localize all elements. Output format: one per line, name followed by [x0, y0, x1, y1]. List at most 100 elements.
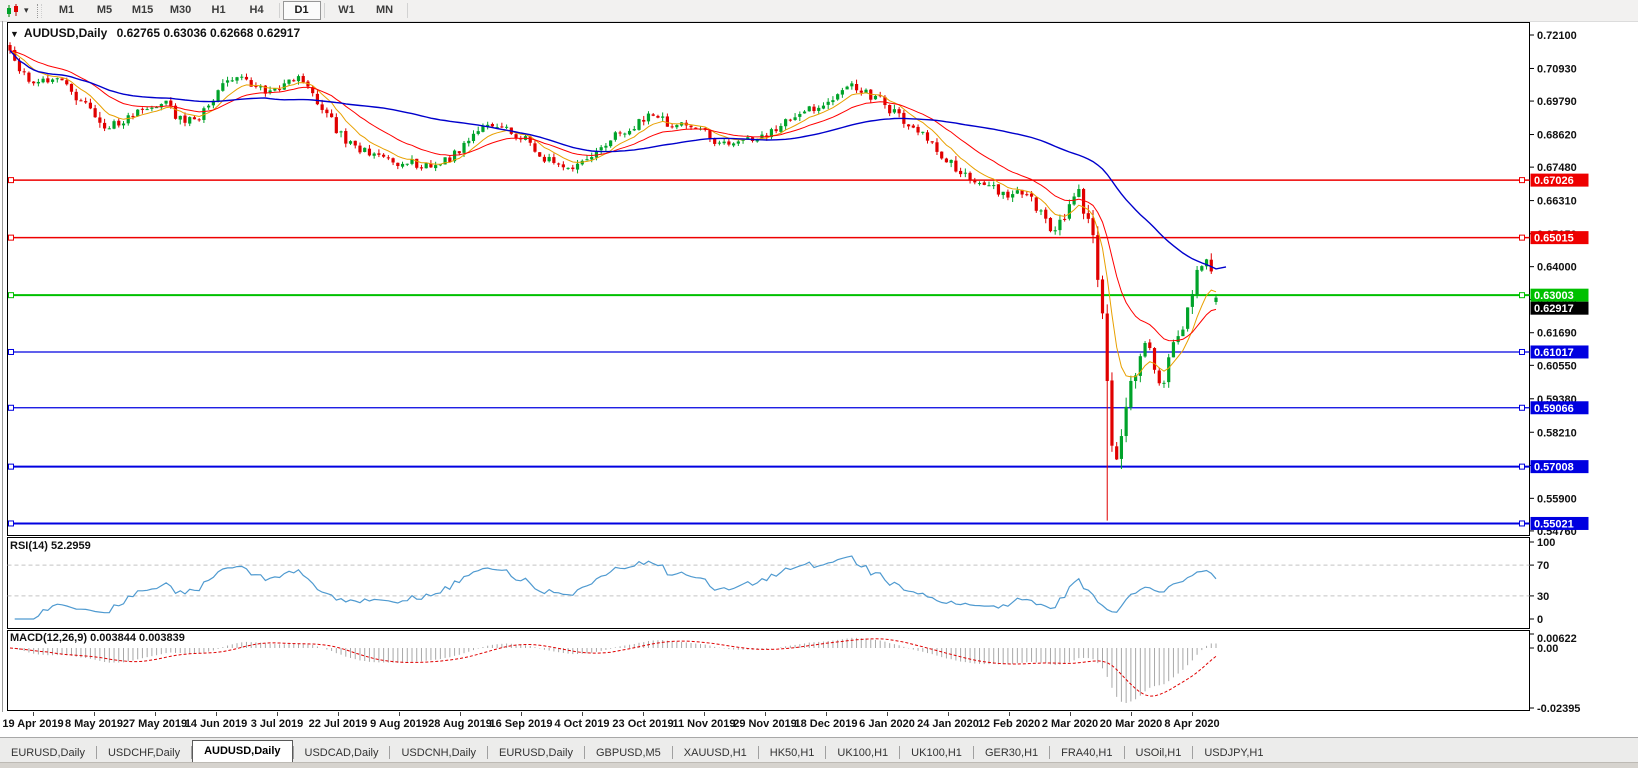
timeframe-button-mn[interactable]: MN	[375, 4, 394, 16]
main-chart-svg[interactable]: 0.72100 0.70930 0.69790 0.68620 0.67480 0.663…	[0, 21, 1638, 537]
rsi-tick: 0	[1537, 614, 1543, 626]
rsi-tick: 100	[1537, 537, 1555, 549]
date-axis[interactable]: 19 Apr 2019 8 May 2019 27 May 2019 14 Jun 2…	[0, 712, 1638, 737]
chart-tab-fra40-12[interactable]: FRA40,H1	[1061, 747, 1113, 759]
hline-price-label: 0.55021	[1534, 518, 1574, 530]
date-label: 23 Oct 2019	[612, 718, 674, 730]
tab-separator	[389, 746, 391, 759]
macd-tick: 0.00	[1537, 643, 1558, 655]
rsi-panel-svg[interactable]: 100 70 30 0	[0, 537, 1638, 630]
toolbar: ▾ M1 M5 M15 M30 H1 H4 D1 W1 MN	[0, 0, 1638, 22]
date-label: 11 Nov 2019	[672, 718, 736, 730]
price-tick: 0.66310	[1537, 196, 1577, 208]
date-tick	[704, 712, 705, 716]
tab-separator	[1123, 746, 1125, 759]
chart-tab-audusd-2[interactable]: AUDUSD,Daily	[192, 740, 293, 763]
chart-tab-usdcnh-4[interactable]: USDCNH,Daily	[401, 747, 477, 759]
date-label: 24 Jan 2020	[917, 718, 979, 730]
timeframe-button-h1[interactable]: H1	[211, 4, 226, 16]
chart-tab-usdchf-1[interactable]: USDCHF,Daily	[107, 747, 181, 759]
chart-tab-xauusd-7[interactable]: XAUUSD,H1	[683, 747, 747, 759]
window-resize-strip[interactable]	[0, 762, 1638, 768]
chart-tab-usoil-13[interactable]: USOil,H1	[1135, 747, 1182, 759]
toolbar-divider	[406, 3, 408, 18]
chart-tab-uk100-9[interactable]: UK100,H1	[837, 747, 889, 759]
chart-type-dropdown[interactable]: ▾	[2, 2, 33, 20]
price-tick: 0.61690	[1537, 328, 1577, 340]
rsi-label: RSI(14) 52.2959	[10, 540, 91, 552]
chart-tab-gbpusd-6[interactable]: GBPUSD,M5	[596, 747, 661, 759]
price-tick: 0.54760	[1537, 526, 1577, 537]
price-tick: 0.60550	[1537, 360, 1577, 372]
date-label: 18 Dec 2019	[794, 718, 858, 730]
chart-tab-usdjpy-14[interactable]: USDJPY,H1	[1204, 747, 1264, 759]
timeframe-button-h4[interactable]: H4	[249, 4, 264, 16]
ma-slow-line	[9, 50, 1227, 270]
chart-tab-hk50-8[interactable]: HK50,H1	[769, 747, 815, 759]
price-tick: 0.68620	[1537, 130, 1577, 142]
rsi-tick: 30	[1537, 591, 1549, 603]
price-tick: 0.64000	[1537, 262, 1577, 274]
date-tick	[33, 712, 34, 716]
date-tick	[582, 712, 583, 716]
date-label: 16 Sep 2019	[489, 718, 553, 730]
hline-price-label: 0.57008	[1534, 462, 1574, 474]
macd-label: MACD(12,26,9) 0.003844 0.003839	[10, 632, 185, 644]
chart-tabs: EURUSD,Daily USDCHF,Daily AUDUSD,Daily USDC…	[0, 737, 1638, 763]
tab-separator	[1049, 746, 1051, 759]
current-price-label: 0.62917	[1534, 303, 1574, 315]
date-label: 22 Jul 2019	[308, 718, 368, 730]
main-plot: 0.72100 0.70930 0.69790 0.68620 0.67480 0.663…	[7, 22, 1577, 537]
chart-tab-ger30-11[interactable]: GER30,H1	[984, 747, 1039, 759]
date-tick	[643, 712, 644, 716]
chart-tab-eurusd-0[interactable]: EURUSD,Daily	[11, 747, 85, 759]
timeframe-button-m1[interactable]: M1	[58, 4, 75, 16]
macd-tick: 0.00622	[1537, 633, 1577, 645]
date-tick	[948, 712, 949, 716]
tab-separator	[487, 746, 489, 759]
hline-price-label: 0.67026	[1534, 175, 1574, 187]
timeframe-button-w1[interactable]: W1	[338, 4, 355, 16]
candles	[8, 42, 1218, 521]
date-tick	[216, 712, 217, 716]
tab-separator	[671, 746, 673, 759]
timeframe-button-m30[interactable]: M30	[169, 4, 192, 16]
timeframe-toolbar: M1 M5 M15 M30 H1 H4 D1 W1 MN	[48, 1, 411, 20]
hline-price-label: 0.63003	[1534, 290, 1574, 302]
date-tick	[1070, 712, 1071, 716]
toolbar-divider	[323, 3, 325, 18]
price-tick: 0.70930	[1537, 63, 1577, 75]
price-tick: 0.72100	[1537, 30, 1577, 42]
chart-tab-usdcad-3[interactable]: USDCAD,Daily	[304, 747, 379, 759]
date-tick	[399, 712, 400, 716]
timeframe-button-m5[interactable]: M5	[96, 4, 113, 16]
timeframe-button-m15[interactable]: M15	[131, 4, 154, 16]
date-label: 19 Apr 2019	[2, 718, 64, 730]
timeframe-button-d1[interactable]: D1	[282, 1, 321, 20]
chart-tab-eurusd-5[interactable]: EURUSD,Daily	[499, 747, 573, 759]
date-tick	[521, 712, 522, 716]
hline-price-label: 0.65015	[1534, 233, 1574, 245]
date-tick	[338, 712, 339, 716]
symbol-period-label: AUDUSD,Daily	[23, 26, 108, 40]
date-label: 14 Jun 2019	[184, 718, 248, 730]
chart-tab-uk100-10[interactable]: UK100,H1	[911, 747, 962, 759]
date-label: 9 Aug 2019	[370, 718, 428, 730]
date-tick	[277, 712, 278, 716]
tab-separator	[899, 746, 901, 759]
price-tick: 0.67480	[1537, 162, 1577, 174]
date-label: 8 Apr 2020	[1164, 718, 1220, 730]
macd-tick: -0.02395	[1537, 703, 1580, 712]
date-label: 28 Aug 2019	[428, 718, 492, 730]
date-tick	[155, 712, 156, 716]
date-tick	[94, 712, 95, 716]
tab-separator	[757, 746, 759, 759]
chart-title-bar: ▼ AUDUSD,Daily 0.62765 0.63036 0.62668 0.…	[10, 26, 300, 40]
tab-separator	[825, 746, 827, 759]
tab-separator	[1192, 746, 1194, 759]
price-tick: 0.58210	[1537, 427, 1577, 439]
collapse-icon[interactable]: ▼	[10, 29, 19, 39]
toolbar-grip[interactable]	[36, 3, 42, 18]
